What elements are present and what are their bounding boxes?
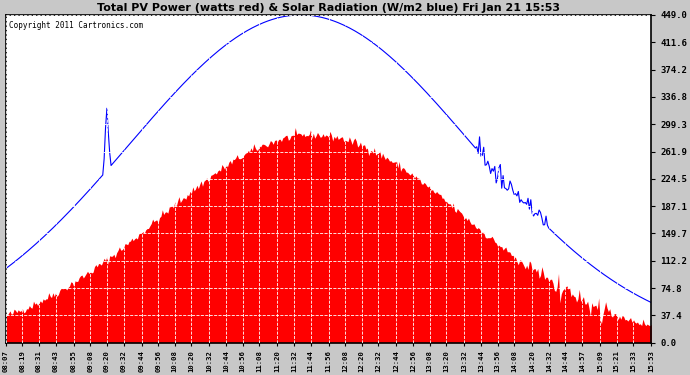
Text: Copyright 2011 Cartronics.com: Copyright 2011 Cartronics.com (9, 21, 143, 30)
Title: Total PV Power (watts red) & Solar Radiation (W/m2 blue) Fri Jan 21 15:53: Total PV Power (watts red) & Solar Radia… (97, 3, 560, 13)
